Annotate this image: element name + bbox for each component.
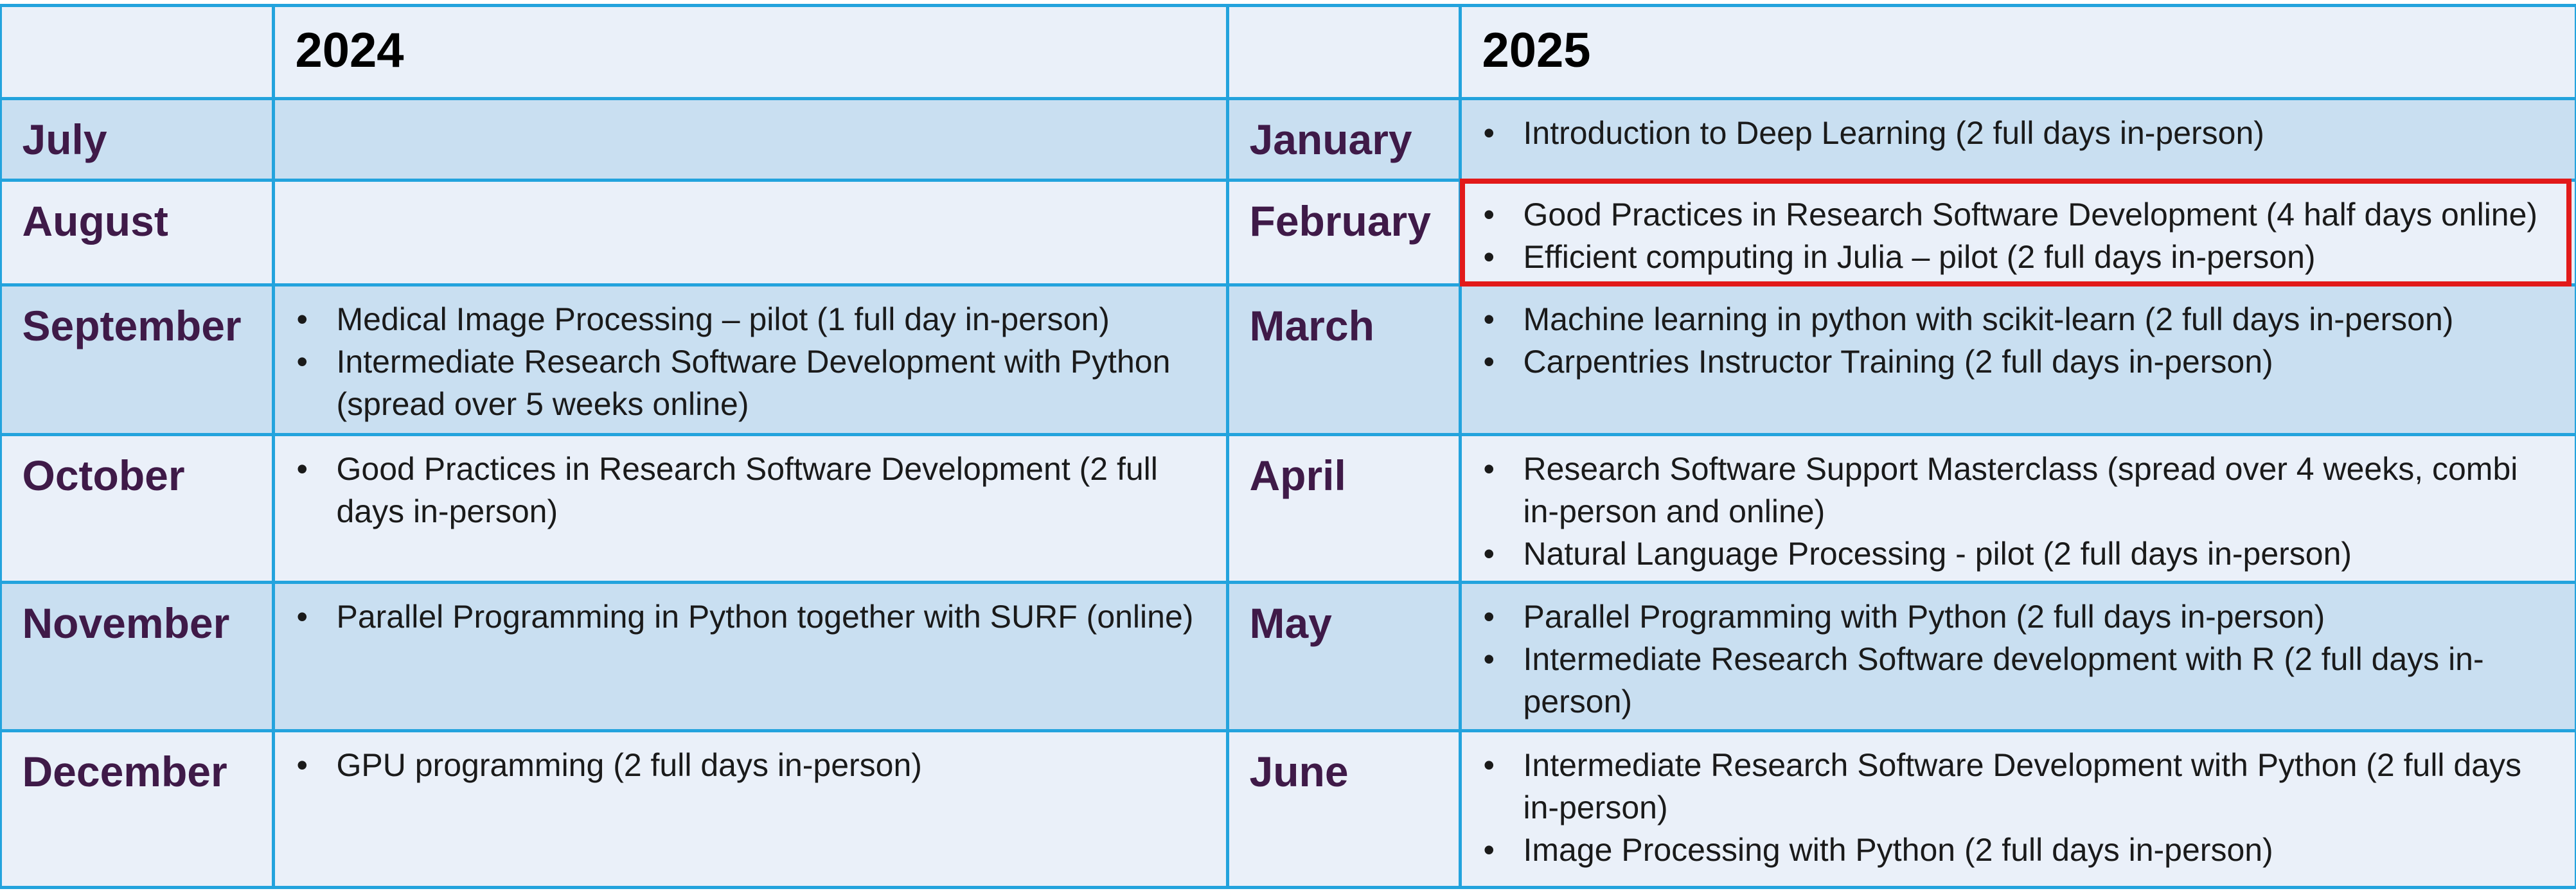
- event-list: [275, 182, 1226, 193]
- events-cell-september: Medical Image Processing – pilot (1 full…: [271, 283, 1229, 436]
- events-cell-may: Parallel Programming with Python (2 full…: [1458, 580, 2576, 732]
- events-cell-july: [271, 96, 1229, 182]
- event-item: Intermediate Research Software developme…: [1484, 638, 2559, 723]
- event-list: Research Software Support Masterclass (s…: [1462, 436, 2575, 575]
- event-list: Intermediate Research Software Developme…: [1462, 732, 2575, 871]
- event-item: Machine learning in python with scikit-l…: [1484, 298, 2559, 340]
- event-list: Machine learning in python with scikit-l…: [1462, 287, 2575, 383]
- event-item: Parallel Programming in Python together …: [297, 595, 1211, 638]
- event-list: Parallel Programming in Python together …: [275, 584, 1226, 638]
- header-corner-left: [0, 3, 275, 100]
- event-item: Introduction to Deep Learning (2 full da…: [1484, 112, 2559, 154]
- month-label-august: August: [0, 178, 275, 287]
- events-cell-april: Research Software Support Masterclass (s…: [1458, 432, 2576, 584]
- event-item: Medical Image Processing – pilot (1 full…: [297, 298, 1211, 340]
- event-item: Intermediate Research Software Developme…: [297, 340, 1211, 425]
- month-label-september: September: [0, 283, 275, 436]
- event-item: Research Software Support Masterclass (s…: [1484, 448, 2559, 533]
- month-label-january: January: [1225, 96, 1462, 182]
- month-label-july: July: [0, 96, 275, 182]
- events-cell-june: Intermediate Research Software Developme…: [1458, 728, 2576, 889]
- month-label-may: May: [1225, 580, 1462, 732]
- year-2024-header: 2024: [271, 3, 1229, 100]
- event-item: Efficient computing in Julia – pilot (2 …: [1484, 236, 2559, 278]
- schedule-table: 2024 2025 July January Introduction to Dee…: [0, 3, 2576, 889]
- events-cell-february: Good Practices in Research Software Deve…: [1458, 178, 2576, 287]
- events-cell-august: [271, 178, 1229, 287]
- events-cell-october: Good Practices in Research Software Deve…: [271, 432, 1229, 584]
- header-corner-right: [1225, 3, 1462, 100]
- event-list: [275, 100, 1226, 112]
- events-cell-november: Parallel Programming in Python together …: [271, 580, 1229, 732]
- event-item: Good Practices in Research Software Deve…: [297, 448, 1211, 533]
- month-label-november: November: [0, 580, 275, 732]
- month-label-december: December: [0, 728, 275, 889]
- events-cell-december: GPU programming (2 full days in-person): [271, 728, 1229, 889]
- month-label-october: October: [0, 432, 275, 584]
- event-list: Good Practices in Research Software Deve…: [1462, 182, 2575, 278]
- event-list: Medical Image Processing – pilot (1 full…: [275, 287, 1226, 425]
- month-label-february: February: [1225, 178, 1462, 287]
- event-item: Carpentries Instructor Training (2 full …: [1484, 340, 2559, 383]
- event-item: Natural Language Processing - pilot (2 f…: [1484, 533, 2559, 575]
- events-cell-january: Introduction to Deep Learning (2 full da…: [1458, 96, 2576, 182]
- event-item: GPU programming (2 full days in-person): [297, 744, 1211, 786]
- month-label-june: June: [1225, 728, 1462, 889]
- year-2025-header: 2025: [1458, 3, 2576, 100]
- event-list: Introduction to Deep Learning (2 full da…: [1462, 100, 2575, 154]
- events-cell-march: Machine learning in python with scikit-l…: [1458, 283, 2576, 436]
- month-label-april: April: [1225, 432, 1462, 584]
- event-list: Parallel Programming with Python (2 full…: [1462, 584, 2575, 723]
- event-list: GPU programming (2 full days in-person): [275, 732, 1226, 786]
- event-list: Good Practices in Research Software Deve…: [275, 436, 1226, 533]
- event-item: Parallel Programming with Python (2 full…: [1484, 595, 2559, 638]
- month-label-march: March: [1225, 283, 1462, 436]
- event-item: Intermediate Research Software Developme…: [1484, 744, 2559, 829]
- event-item: Image Processing with Python (2 full day…: [1484, 829, 2559, 871]
- event-item: Good Practices in Research Software Deve…: [1484, 193, 2559, 236]
